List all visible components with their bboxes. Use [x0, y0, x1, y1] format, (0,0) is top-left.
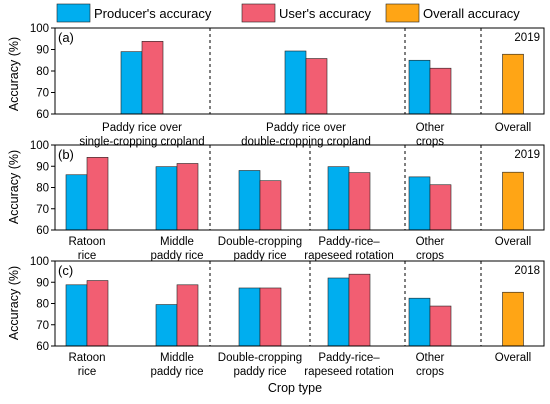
panels: 60 70 80 90 100 (a) 2019 Paddy rice over single-…	[30, 23, 545, 378]
panel-c-category-label-0: Ratoon rice	[68, 352, 105, 378]
panel-c-category-label-5: Overall	[495, 352, 531, 364]
panel-c-bar-producer-s-accuracy-3	[327, 277, 350, 347]
panel-b: 60 70 80 90 100 (b) 2019 Ratoon rice Middle paddy …	[30, 140, 545, 262]
panel-a-ytick-label-4: 100	[30, 23, 49, 35]
panel-b-frame	[54, 144, 545, 231]
panel-b-bar-producer-s-accuracy-1	[155, 166, 178, 231]
panel-b-bar-user-s-accuracy-2	[259, 180, 282, 231]
panel-c-year: 2018	[514, 265, 540, 277]
panel-b-category-label-5: Overall	[495, 236, 531, 248]
panel-a-bar-user-s-accuracy-1	[305, 58, 328, 115]
panel-c-bar-user-s-accuracy-3	[348, 273, 371, 347]
panel-b-category-label-1: Middle paddy rice	[150, 236, 203, 262]
panel-a-bar-producer-s-accuracy-1	[284, 50, 307, 115]
panel-b-letter: (b)	[58, 147, 74, 162]
y-axis-title-b: Accuracy (%)	[7, 150, 21, 224]
panel-b-ytick-label-3: 90	[36, 161, 49, 173]
panel-b-bar-user-s-accuracy-1	[176, 163, 199, 231]
panel-c-ytick-label-3: 90	[36, 277, 49, 289]
legend-label-users: User's accuracy	[279, 6, 372, 21]
legend-swatch-users	[241, 3, 276, 23]
panel-b-year: 2019	[514, 149, 540, 161]
x-axis-title: Crop type	[268, 381, 322, 395]
panel-c-category-label-1: Middle paddy rice	[150, 352, 203, 378]
legend-label-overall: Overall accuracy	[423, 6, 520, 21]
panel-c: 60 70 80 90 100 (c) 2018 Ratoon rice Middle paddy …	[30, 256, 545, 378]
panel-b-bar-user-s-accuracy-0	[86, 157, 109, 231]
panel-a-category-label-2: Other crops	[416, 122, 445, 148]
panel-c-bar-user-s-accuracy-4	[429, 305, 452, 347]
panel-b-ytick-label-4: 100	[30, 140, 49, 152]
panel-c-bar-user-s-accuracy-1	[176, 284, 199, 347]
panel-c-bar-user-s-accuracy-0	[86, 280, 109, 347]
panel-b-ytick-label-1: 70	[36, 204, 49, 216]
panel-b-ytick-label-0: 60	[36, 225, 49, 237]
panel-b-category-label-0: Ratoon rice	[68, 236, 105, 262]
panel-c-category-label-2: Double-cropping paddy rice	[218, 352, 302, 378]
panel-c-letter: (c)	[58, 263, 73, 278]
panel-c-bar-user-s-accuracy-2	[259, 287, 282, 347]
legend-swatch-producers	[56, 3, 91, 23]
panel-c-bar-producer-s-accuracy-0	[65, 284, 88, 347]
panel-b-bar-producer-s-accuracy-3	[327, 166, 350, 231]
panel-a-bar-user-s-accuracy-0	[141, 41, 164, 115]
panel-b-category-label-4: Other crops	[416, 236, 445, 262]
panel-b-bar-producer-s-accuracy-4	[408, 176, 431, 231]
panel-a-category-label-0: Paddy rice over single-cropping cropland	[79, 122, 204, 148]
panel-b-bar-producer-s-accuracy-2	[238, 170, 261, 231]
panel-c-frame	[54, 260, 545, 347]
panel-c-ytick-label-1: 70	[36, 320, 49, 332]
legend-item-overall: Overall accuracy	[385, 3, 520, 23]
legend-label-producers: Producer's accuracy	[94, 6, 212, 21]
panel-a-letter: (a)	[58, 30, 74, 45]
panel-c-ytick-label-4: 100	[30, 256, 49, 268]
legend: Producer's accuracy User's accuracy Over…	[56, 3, 520, 23]
panel-a-ytick-label-2: 80	[36, 66, 49, 78]
panel-c-bar-producer-s-accuracy-1	[155, 304, 178, 347]
panel-b-bar-overall-accuracy-5	[502, 171, 524, 231]
panel-c-bar-producer-s-accuracy-2	[238, 287, 261, 347]
panel-a-bar-overall-accuracy-3	[502, 53, 524, 115]
panel-a-bar-user-s-accuracy-2	[429, 67, 452, 115]
legend-item-producers: Producer's accuracy	[56, 3, 212, 23]
panel-a-ytick-label-3: 90	[36, 45, 49, 57]
panel-a-ytick-label-0: 60	[36, 109, 49, 121]
panel-a-category-label-1: Paddy rice over double-cropping cropland	[241, 122, 371, 148]
panel-c-ytick-label-0: 60	[36, 341, 49, 353]
panel-b-category-label-2: Double-cropping paddy rice	[218, 236, 302, 262]
y-axis-title-a: Accuracy (%)	[7, 37, 21, 111]
legend-item-users: User's accuracy	[241, 3, 372, 23]
panel-a-ytick-label-1: 70	[36, 88, 49, 100]
panel-b-ytick-label-2: 80	[36, 183, 49, 195]
legend-swatch-overall	[385, 3, 420, 23]
panel-b-bar-user-s-accuracy-4	[429, 184, 452, 231]
panel-c-ytick-label-2: 80	[36, 299, 49, 311]
panel-a-category-label-3: Overall	[495, 122, 531, 134]
panel-b-bar-user-s-accuracy-3	[348, 172, 371, 231]
panel-b-bar-producer-s-accuracy-0	[65, 174, 88, 231]
panel-b-category-label-3: Paddy-rice– rapeseed rotation	[304, 236, 394, 262]
y-axis-title-c: Accuracy (%)	[7, 266, 21, 340]
panel-a-year: 2019	[514, 32, 540, 44]
panel-a: 60 70 80 90 100 (a) 2019 Paddy rice over single-…	[30, 23, 545, 148]
panel-c-category-label-4: Other crops	[416, 352, 445, 378]
panel-c-category-label-3: Paddy-rice– rapeseed rotation	[304, 352, 394, 378]
panel-c-bar-producer-s-accuracy-4	[408, 297, 431, 347]
panel-c-bar-overall-accuracy-5	[502, 291, 524, 347]
panel-a-bar-producer-s-accuracy-2	[408, 59, 431, 115]
panel-a-bar-producer-s-accuracy-0	[120, 51, 143, 115]
